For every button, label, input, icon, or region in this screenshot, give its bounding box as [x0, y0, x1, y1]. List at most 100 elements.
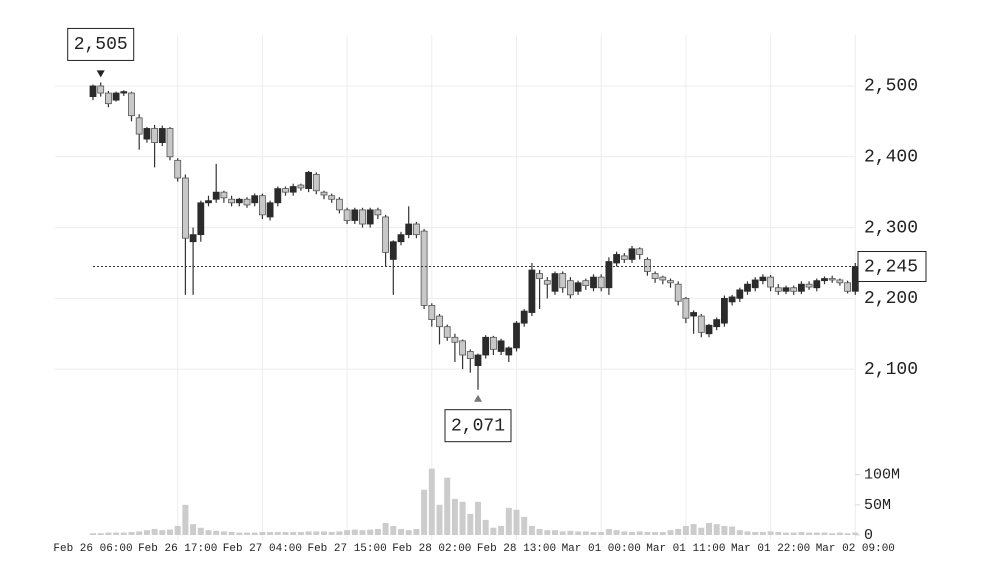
- candle-body: [667, 280, 674, 284]
- candle-body: [605, 261, 613, 289]
- volume-bar: [105, 532, 112, 535]
- volume-bar: [444, 477, 451, 535]
- candle-body: [143, 128, 151, 140]
- candle-body: [474, 354, 482, 367]
- candle-body: [289, 186, 297, 193]
- x-tick-label: Mar 01 00:00: [562, 543, 641, 555]
- candle-body: [489, 336, 497, 350]
- candle-body: [536, 273, 543, 279]
- volume-bar: [259, 531, 266, 535]
- candle-body: [736, 289, 744, 299]
- volume-bar: [113, 532, 120, 535]
- volume-bar: [659, 531, 666, 535]
- volume-bar: [790, 532, 797, 535]
- volume-bar: [436, 504, 443, 535]
- candle-body: [128, 92, 135, 117]
- candle-body: [651, 273, 659, 279]
- candle-body: [636, 248, 644, 255]
- candle-body: [674, 283, 682, 302]
- volume-bar: [783, 532, 789, 535]
- volume-bar: [552, 530, 558, 535]
- candle-body: [359, 209, 366, 225]
- candle-body: [851, 266, 859, 292]
- volume-bar: [813, 532, 820, 535]
- candle-body: [451, 336, 459, 343]
- volume-bar: [413, 528, 420, 535]
- volume-bar: [220, 531, 227, 535]
- volume-bar: [636, 531, 643, 535]
- candle-body: [466, 351, 474, 359]
- volume-bar: [629, 531, 635, 535]
- candle-body: [597, 276, 605, 289]
- candle-body: [774, 287, 782, 292]
- volume-bar: [605, 528, 612, 535]
- volume-bar: [829, 533, 836, 535]
- candle-body: [343, 209, 351, 221]
- candle-body: [628, 248, 636, 260]
- volume-bar: [652, 531, 659, 535]
- candle-body: [459, 340, 467, 356]
- volume-bar: [251, 532, 258, 535]
- volume-bar: [682, 525, 689, 535]
- volume-bar: [382, 522, 389, 535]
- candle-body: [297, 184, 305, 189]
- volume-bar: [351, 529, 358, 535]
- candle-body: [135, 117, 143, 135]
- y-tick-label: 2,400: [864, 148, 918, 168]
- volume-bar: [729, 526, 736, 535]
- volume-tick-label: 100M: [864, 467, 900, 484]
- volume-bar: [90, 533, 96, 535]
- volume-bar: [321, 531, 327, 535]
- volume-bar: [590, 531, 597, 535]
- candle-body: [574, 282, 582, 292]
- candle-body: [312, 174, 320, 192]
- x-tick-label: Mar 01 11:00: [646, 543, 725, 555]
- volume-bar: [852, 532, 859, 535]
- volume-bar: [767, 531, 774, 535]
- volume-bar: [267, 531, 274, 535]
- max-label: 2,505: [74, 35, 128, 55]
- x-tick-label: Feb 28 02:00: [392, 543, 471, 555]
- candle-body: [181, 177, 189, 239]
- candle-body: [590, 276, 597, 289]
- candle-body: [412, 223, 420, 236]
- volume-bar: [598, 531, 605, 535]
- volume-bar: [582, 531, 589, 535]
- candle-body: [721, 297, 728, 324]
- volume-bar: [513, 509, 520, 535]
- volume-bar: [190, 524, 197, 535]
- y-tick-label: 2,500: [864, 77, 918, 97]
- candle-body: [189, 234, 197, 243]
- candle-body: [258, 195, 266, 216]
- candle-body: [844, 282, 851, 292]
- x-tick-label: Feb 26 17:00: [138, 543, 217, 555]
- candle-body: [713, 319, 721, 328]
- candle-body: [497, 340, 505, 352]
- candle-body: [243, 198, 251, 206]
- volume-bar: [344, 530, 351, 535]
- candle-body: [659, 276, 667, 281]
- volume-bar: [128, 531, 135, 535]
- volume-bar: [428, 468, 435, 535]
- volume-bar: [644, 531, 651, 535]
- volume-bar: [167, 529, 173, 535]
- volume-bar: [367, 529, 374, 535]
- candle-body: [197, 202, 205, 236]
- volume-bar: [752, 531, 759, 535]
- volume-bar: [821, 532, 828, 535]
- candle-body: [405, 223, 413, 236]
- candle-body: [505, 347, 513, 356]
- candle-body: [282, 188, 289, 193]
- max-marker: [96, 70, 105, 78]
- candle-body: [335, 198, 343, 211]
- volume-bar: [667, 530, 674, 535]
- candle-body: [97, 85, 105, 94]
- candle-body: [266, 202, 274, 218]
- candle-body: [520, 310, 528, 324]
- volume-bar: [505, 507, 512, 535]
- candle-body: [790, 287, 798, 292]
- candle-body: [166, 128, 174, 158]
- candle-body: [397, 234, 405, 243]
